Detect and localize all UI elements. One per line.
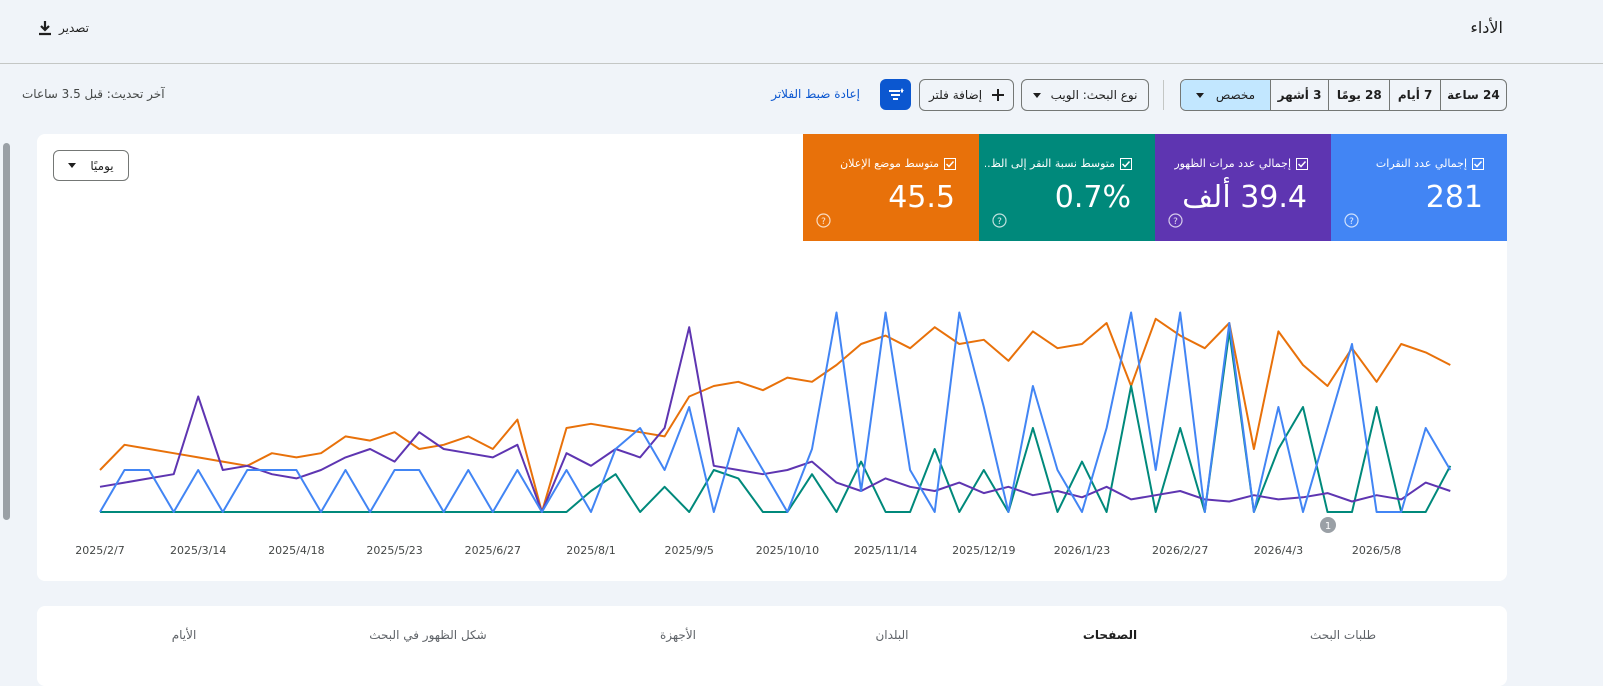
checkbox xyxy=(1296,158,1308,170)
search-type-button[interactable]: نوع البحث: الويب xyxy=(1021,79,1149,111)
series-line xyxy=(99,311,1452,513)
dropdown-arrow xyxy=(1032,92,1041,98)
checkbox xyxy=(1120,158,1132,170)
divider xyxy=(0,63,1603,64)
metric-card[interactable]: متوسط موضع الإعلان 45.5? xyxy=(803,134,979,241)
x-tick-label: 2025/12/19 xyxy=(952,544,1015,557)
metric-value: 45.5 xyxy=(888,180,955,215)
page-title: الأداء xyxy=(1470,18,1503,37)
tab[interactable]: شكل الظهور في البحث xyxy=(369,628,487,642)
date-range-label: مخصص xyxy=(1215,88,1256,102)
dropdown-arrow xyxy=(1195,92,1204,98)
download-icon xyxy=(39,21,51,36)
x-tick-label: 2025/2/7 xyxy=(75,544,124,557)
date-range-custom[interactable]: مخصص xyxy=(1181,80,1270,110)
dropdown-arrow xyxy=(68,163,77,168)
date-range[interactable]: 24 ساعة xyxy=(1439,80,1506,110)
metric-label: إجمالي عدد النقرات xyxy=(1375,157,1467,170)
export-button[interactable]: تصدير xyxy=(37,20,89,36)
svg-text:?: ? xyxy=(1173,217,1178,227)
help-icon: ? xyxy=(992,213,1007,228)
x-tick-label: 2025/11/14 xyxy=(854,544,917,557)
x-tick-label: 2025/9/5 xyxy=(664,544,713,557)
help-icon: ? xyxy=(816,213,831,228)
granularity-label: يوميًا xyxy=(90,158,114,173)
metric-card[interactable]: إجمالي عدد مرات الظهور 39.4 ألف? xyxy=(1155,134,1331,241)
x-tick-label: 2025/8/1 xyxy=(566,544,615,557)
x-tick-label: 2025/10/10 xyxy=(756,544,819,557)
help-icon: ? xyxy=(1344,213,1359,228)
filter-icon-button[interactable] xyxy=(880,79,911,110)
metric-label: متوسط نسبة النقر إلى الظ... xyxy=(985,157,1115,170)
series-line xyxy=(99,326,1451,513)
search-type-label: نوع البحث: الويب xyxy=(1050,88,1138,102)
x-tick-label: 2025/4/18 xyxy=(268,544,324,557)
annotation-marker xyxy=(1320,517,1336,533)
add-filter-button[interactable]: إضافة فلتر xyxy=(919,79,1014,111)
metric-card[interactable]: متوسط نسبة النقر إلى الظ... 0.7%? xyxy=(979,134,1155,241)
date-range-selector: 24 ساعة 7 أيام 28 يومًا 3 أشهر مخصص xyxy=(1180,79,1507,111)
tabs-card xyxy=(37,606,1507,686)
svg-text:?: ? xyxy=(997,217,1002,227)
export-label: تصدير xyxy=(59,21,90,35)
metric-value: 39.4 ألف xyxy=(1182,180,1307,215)
metric-value: 0.7% xyxy=(1054,180,1131,215)
tab[interactable]: الأجهزة xyxy=(659,628,697,642)
svg-text:?: ? xyxy=(1349,217,1354,227)
x-tick-label: 2026/2/27 xyxy=(1152,544,1208,557)
tab[interactable]: البلدان xyxy=(875,628,909,642)
metric-value: 281 xyxy=(1425,180,1483,215)
x-tick-label: 2026/5/8 xyxy=(1352,544,1401,557)
metric-label: إجمالي عدد مرات الظهور xyxy=(1174,157,1291,170)
add-filter-label: إضافة فلتر xyxy=(928,88,983,102)
checkbox xyxy=(944,158,956,170)
help-icon: ? xyxy=(1168,213,1183,228)
x-tick-label: 2025/6/27 xyxy=(465,544,521,557)
date-range[interactable]: 28 يومًا xyxy=(1328,80,1389,110)
metric-card[interactable]: إجمالي عدد النقرات 281? xyxy=(1331,134,1507,241)
tab[interactable]: طلبات البحث xyxy=(1309,628,1377,642)
scrollbar xyxy=(3,143,10,520)
x-tick-label: 2026/1/23 xyxy=(1054,544,1110,557)
granularity-dropdown[interactable]: يوميًا xyxy=(53,150,129,181)
plus-icon xyxy=(992,89,1005,101)
series-line xyxy=(99,317,1451,513)
reset-filters-link[interactable]: إعادة ضبط الفلاتر xyxy=(771,87,860,101)
last-update: آخر تحديث: قبل 3.5 ساعات xyxy=(22,87,165,101)
x-tick-label: 2025/5/23 xyxy=(366,544,422,557)
tab[interactable]: الأيام xyxy=(171,628,197,642)
annotation-label: 1 xyxy=(1325,521,1331,532)
date-range[interactable]: 3 أشهر xyxy=(1269,80,1328,110)
separator xyxy=(1163,80,1164,110)
x-tick-label: 2025/3/14 xyxy=(170,544,226,557)
tab-active[interactable]: الصفحات xyxy=(1082,628,1138,642)
x-tick-label: 2026/4/3 xyxy=(1254,544,1303,557)
checkbox xyxy=(1472,158,1484,170)
metric-label: متوسط موضع الإعلان xyxy=(840,157,939,170)
filter-icon xyxy=(888,87,904,100)
svg-text:?: ? xyxy=(821,217,826,227)
date-range[interactable]: 7 أيام xyxy=(1389,80,1439,110)
